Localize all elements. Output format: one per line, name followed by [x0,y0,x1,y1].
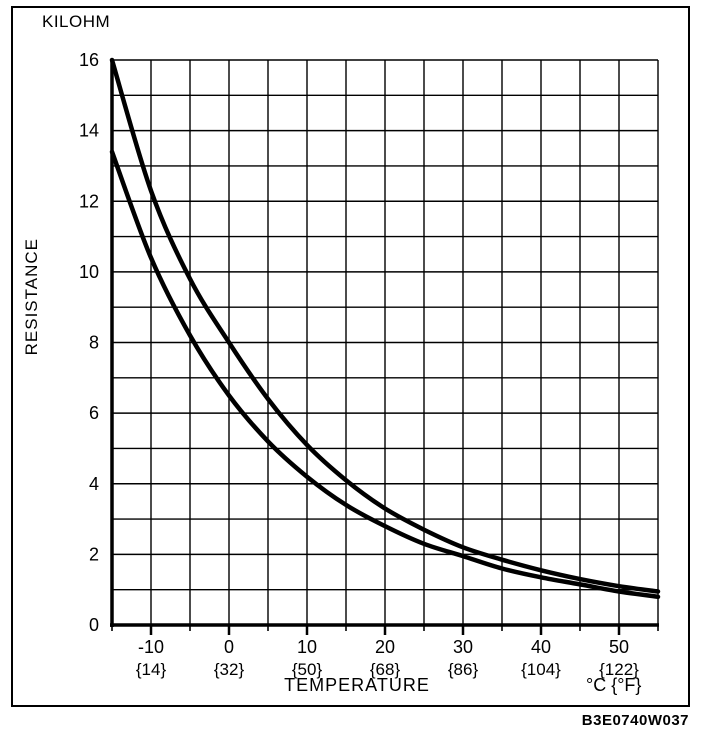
x-tick-label: 10 [297,637,317,657]
y-tick-label: 2 [89,544,99,564]
x-tick-label: 50 [609,637,629,657]
x-tick-sublabel: {104} [521,660,561,679]
y-axis-title: RESISTANCE [22,238,41,356]
figure-code: B3E0740W037 [581,712,689,729]
x-tick-sublabel: {50} [292,660,323,679]
y-tick-label: 14 [79,121,99,141]
y-tick-label: 12 [79,191,99,211]
x-tick-sublabel: {86} [448,660,479,679]
x-tick-sublabel: {32} [214,660,245,679]
y-tick-label: 4 [89,474,99,494]
x-tick-sublabel: {14} [136,660,167,679]
y-axis-unit-label: KILOHM [42,12,111,31]
x-tick-sublabel: {68} [370,660,401,679]
x-tick-label: 40 [531,637,551,657]
x-axis-title: TEMPERATURE [284,675,430,695]
x-tick-label: 0 [224,637,234,657]
y-tick-label: 6 [89,403,99,423]
y-tick-label: 8 [89,333,99,353]
x-tick-label: 20 [375,637,395,657]
curve-upper-limit [109,57,661,594]
y-tick-label: 0 [89,615,99,635]
y-tick-label: 10 [79,262,99,282]
x-tick-sublabel: {122} [599,660,639,679]
x-tick-label: -10 [138,637,164,657]
x-tick-label: 30 [453,637,473,657]
x-axis-unit-label: °C {°F} [586,675,642,695]
curve-lower-limit [109,149,661,600]
y-tick-label: 16 [79,50,99,70]
